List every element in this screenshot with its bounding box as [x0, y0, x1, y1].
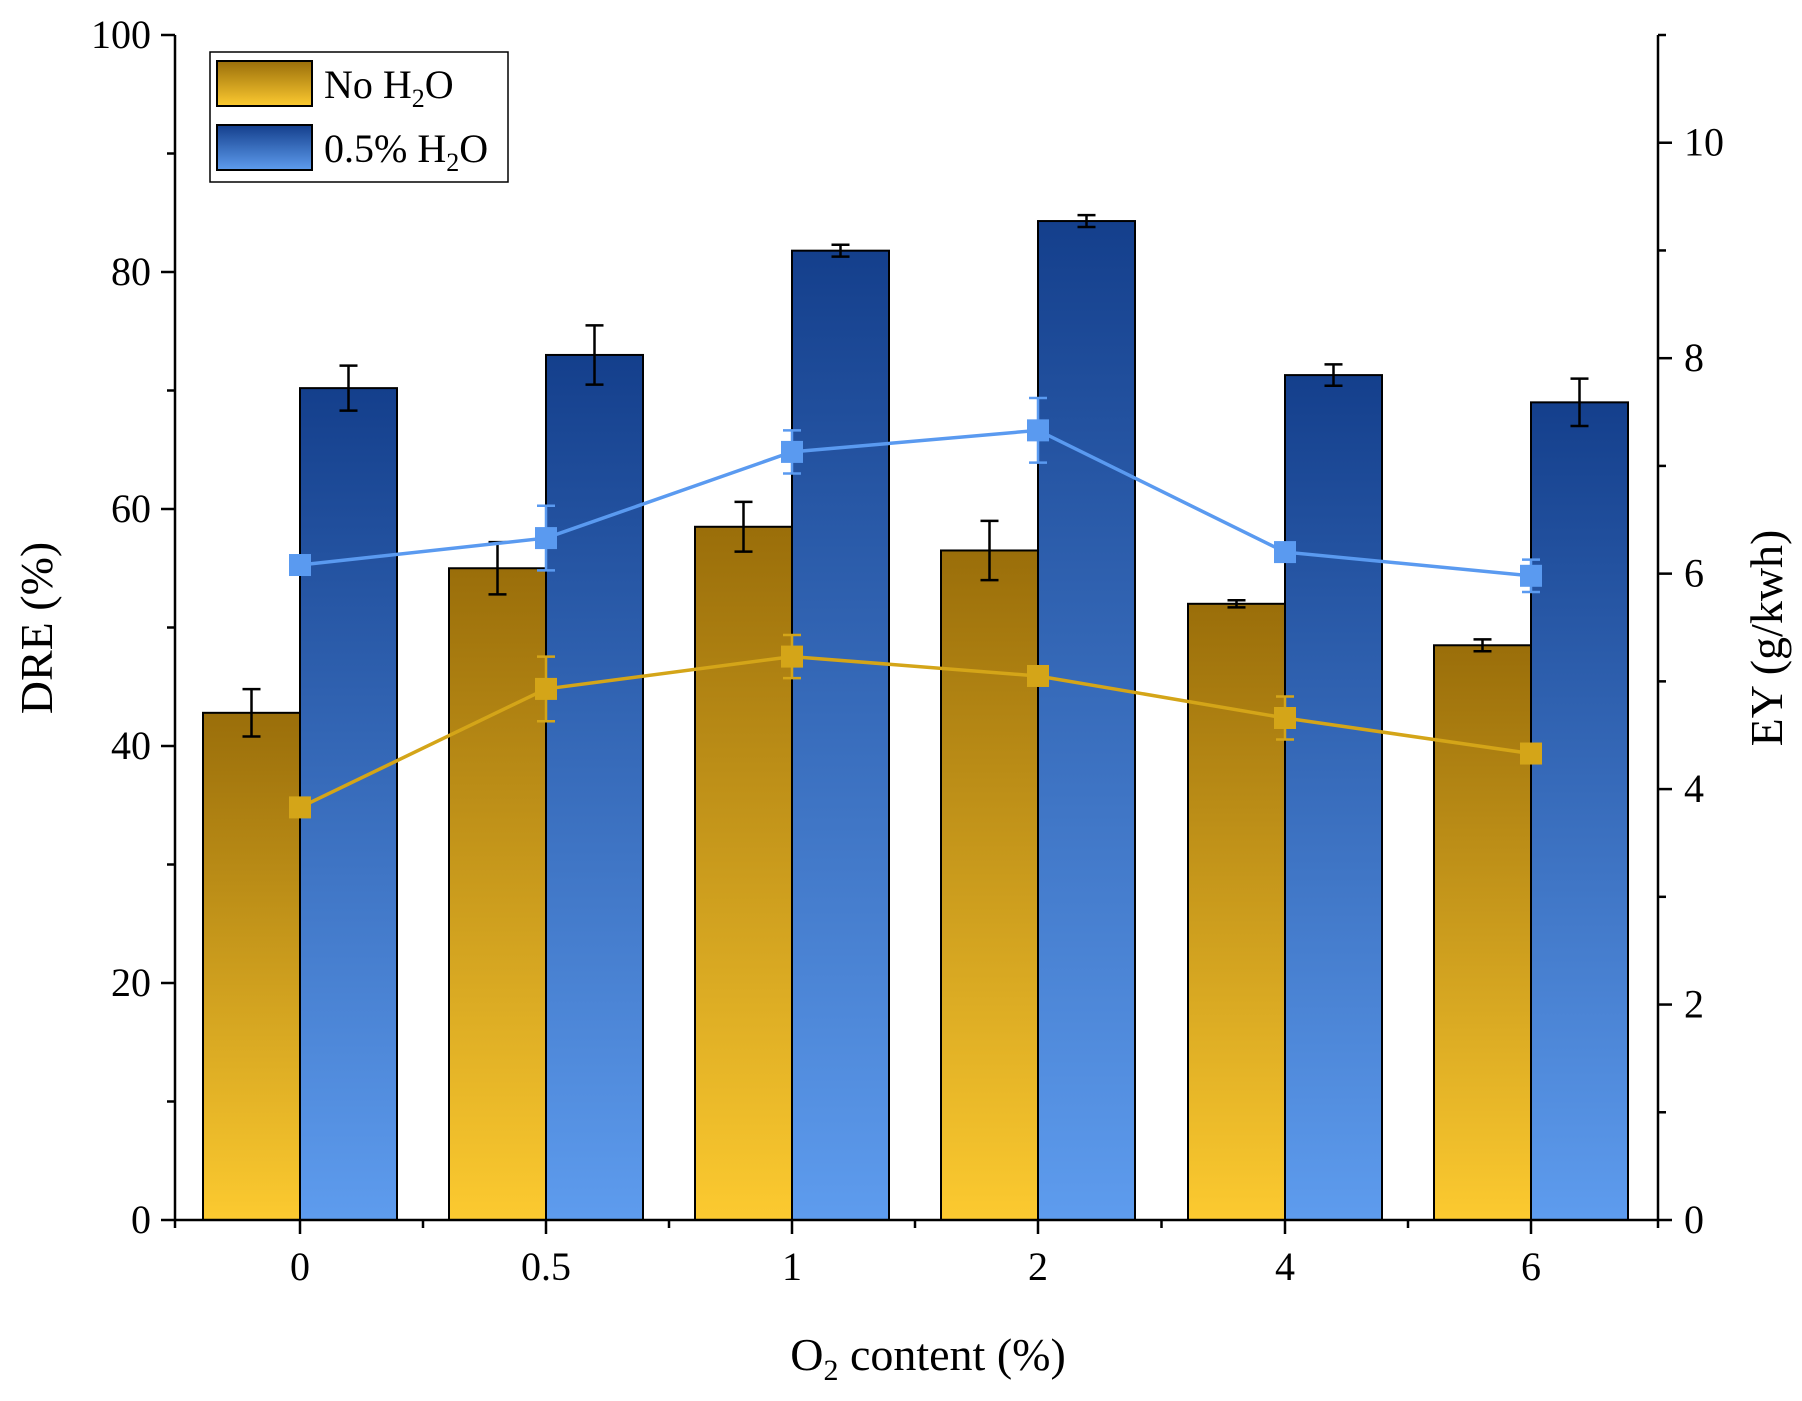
y2-tick-label: 6 — [1684, 551, 1704, 596]
y2-tick-label: 8 — [1684, 335, 1704, 380]
bar-05-h2o-1 — [791, 249, 890, 1222]
bar-05-h2o-6 — [1530, 401, 1629, 1222]
bar-error-bars-layer — [242, 213, 1589, 738]
legend-swatch-05-h2o — [216, 124, 313, 171]
point-marker — [1027, 664, 1049, 687]
bar-no-h2o-6 — [1433, 644, 1532, 1221]
y-tick-label: 80 — [111, 249, 151, 294]
point-marker — [1520, 564, 1542, 587]
y2-tick-label: 2 — [1684, 982, 1704, 1027]
x-tick-label: 4 — [1275, 1244, 1295, 1289]
point-marker — [781, 440, 803, 463]
line-ey-0-5-h2o — [299, 428, 1532, 578]
point-marker — [1274, 541, 1296, 564]
x-axis-title: O2 content (%) — [790, 1329, 1066, 1387]
x-tick-label: 1 — [782, 1244, 802, 1289]
bar-no-h2o-2 — [940, 549, 1039, 1221]
point-marker — [535, 677, 557, 700]
bar-no-h2o-4 — [1187, 602, 1286, 1221]
y2-axis-title: EY (g/kwh) — [1741, 530, 1792, 747]
y-tick-label: 20 — [111, 960, 151, 1005]
bar-05-h2o-0.5 — [545, 353, 644, 1221]
point-marker — [1520, 742, 1542, 765]
lines-layer — [289, 396, 1542, 819]
y-tick-label: 40 — [111, 723, 151, 768]
x-tick-label: 2 — [1028, 1244, 1048, 1289]
bar-no-h2o-0.5 — [448, 567, 547, 1221]
point-marker — [289, 554, 311, 577]
point-marker — [781, 645, 803, 668]
point-marker — [289, 796, 311, 819]
point-marker — [535, 527, 557, 550]
y2-tick-label: 10 — [1684, 120, 1724, 165]
bar-05-h2o-2 — [1037, 220, 1136, 1222]
y2-tick-label: 0 — [1684, 1197, 1704, 1242]
x-tick-label: 6 — [1521, 1244, 1541, 1289]
bar-05-h2o-0 — [299, 387, 398, 1221]
bar-no-h2o-1 — [694, 525, 793, 1221]
y-tick-label: 60 — [111, 486, 151, 531]
legend: No H2O 0.5% H2O — [209, 51, 509, 183]
legend-label-05-h2o: 0.5% H2O — [324, 126, 488, 177]
y-axis-title: DRE (%) — [11, 542, 62, 714]
line-ey-no-h2o — [299, 654, 1532, 809]
legend-swatch-no-h2o — [216, 60, 313, 107]
point-marker — [1274, 706, 1296, 729]
y-tick-label: 100 — [91, 12, 151, 57]
legend-label-no-h2o: No H2O — [324, 62, 454, 113]
bar-05-h2o-4 — [1284, 374, 1383, 1222]
y-tick-label: 0 — [131, 1197, 151, 1242]
point-marker — [1027, 419, 1049, 442]
x-tick-label: 0.5 — [521, 1244, 571, 1289]
bars-layer — [202, 220, 1629, 1222]
x-tick-label: 0 — [290, 1244, 310, 1289]
bar-no-h2o-0 — [202, 711, 301, 1221]
y2-tick-label: 4 — [1684, 766, 1704, 811]
